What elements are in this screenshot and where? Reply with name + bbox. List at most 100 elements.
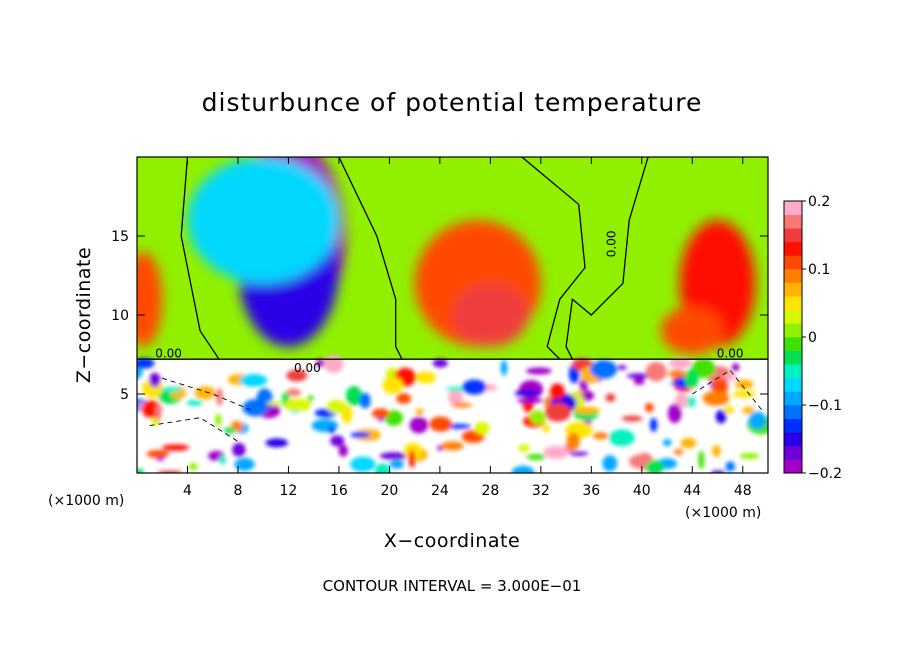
- colorbar-swatch: [784, 459, 802, 474]
- contour-lines: [137, 157, 768, 360]
- x-tick-label: 12: [280, 483, 298, 499]
- lower-layer-patch: [265, 438, 289, 448]
- lower-layer-patch: [675, 392, 688, 409]
- lower-layer-patch: [415, 408, 424, 416]
- lower-layer-patch: [161, 444, 190, 451]
- y-tick-label: 15: [111, 229, 129, 245]
- lower-layer-patch: [375, 463, 391, 473]
- lower-layer-patch: [440, 441, 464, 451]
- lower-layer-patch: [223, 427, 237, 434]
- x-tick-label: 8: [233, 483, 242, 499]
- lower-layer-patch: [155, 402, 162, 422]
- lower-layer-patch: [451, 402, 473, 408]
- x-tick-label: 40: [633, 483, 651, 499]
- lower-layer-patch: [307, 395, 314, 402]
- lower-layer-patch: [326, 400, 347, 414]
- contour-label: 0.00: [155, 347, 182, 361]
- y-axis-ticks: 5 10 15: [111, 229, 768, 403]
- lower-layer-patch: [157, 470, 183, 473]
- lower-layer-patch: [616, 365, 627, 370]
- x-tick-label: 24: [431, 483, 449, 499]
- lower-layer-patch: [518, 444, 530, 452]
- colorbar-swatch: [784, 309, 802, 324]
- lower-layer-patch: [748, 411, 767, 429]
- lower-layer-patch: [328, 426, 335, 434]
- lower-layer-patch: [715, 409, 727, 424]
- lower-layer-patch: [732, 390, 756, 398]
- lower-layer-patch: [530, 410, 546, 425]
- contour-line: [521, 157, 586, 360]
- lower-layer-patch: [735, 379, 754, 390]
- lower-layer-patch: [409, 416, 429, 434]
- colorbar-swatch: [784, 214, 802, 229]
- lower-layer-patch: [188, 462, 198, 471]
- lower-layer-patch: [242, 399, 269, 417]
- lower-layer-patch: [445, 387, 469, 392]
- lower-layer-patch: [284, 398, 311, 412]
- colorbar-swatch: [784, 391, 802, 406]
- lower-layer-patch: [711, 444, 721, 457]
- lower-layer-patch: [161, 386, 183, 393]
- colorbar-swatch: [784, 364, 802, 379]
- field-region: [187, 157, 339, 284]
- lower-layer-patch: [330, 435, 345, 447]
- lower-layer-patch: [739, 453, 760, 460]
- colorbar-tick-label: −0.2: [808, 466, 842, 482]
- x-tick-label: 16: [330, 483, 348, 499]
- lower-layer-patch: [742, 406, 755, 415]
- x-axis-unit-right: (×1000 m): [685, 505, 761, 521]
- y-tick-label: 10: [111, 308, 129, 324]
- lower-layer-patch: [514, 389, 540, 397]
- x-tick-label: 32: [532, 483, 550, 499]
- temperature-field: 0.00 0.00 0.00 0.00: [137, 157, 768, 473]
- colorbar-swatch: [784, 432, 802, 447]
- field-regions: [137, 157, 756, 355]
- lower-layer-patch: [568, 451, 589, 456]
- lower-layer-patch: [645, 362, 667, 382]
- lower-layer: [137, 355, 768, 473]
- lower-layer-patch: [698, 450, 705, 470]
- lower-layer-patch: [316, 358, 325, 368]
- lower-layer-patch: [232, 442, 246, 457]
- lower-layer-patch: [286, 369, 308, 382]
- lower-layer-patch: [350, 431, 371, 438]
- colorbar-swatch: [784, 418, 802, 433]
- contour-label: 0.00: [717, 347, 744, 361]
- lower-layer-patch: [359, 392, 371, 409]
- colorbar-tick-label: 0.2: [808, 194, 830, 210]
- colorbar-swatch: [784, 337, 802, 351]
- colorbar-tick-label: −0.1: [808, 398, 842, 414]
- lower-layer-patch: [608, 429, 635, 447]
- lower-layer-patch: [371, 408, 390, 419]
- lower-layer-patch: [186, 400, 203, 406]
- lower-layer-patch: [566, 432, 580, 451]
- lower-layer-patch: [239, 373, 268, 387]
- colorbar-swatch: [784, 405, 802, 419]
- lower-layer-patch: [633, 377, 645, 385]
- lower-layer-patch: [511, 465, 535, 473]
- lower-layer-patch: [574, 406, 601, 414]
- lower-layer-patch: [526, 367, 552, 375]
- x-tick-label: 48: [734, 483, 752, 499]
- colorbar-swatch: [784, 228, 802, 243]
- x-axis-unit-left: (×1000 m): [48, 493, 124, 509]
- lower-layer-patch: [649, 417, 658, 433]
- lower-layer-patch: [146, 449, 170, 458]
- lower-layer-noise: [137, 355, 768, 473]
- lower-layer-patch: [662, 439, 672, 447]
- lower-layer-patch: [602, 455, 618, 472]
- lower-layer-patch: [382, 376, 404, 394]
- colorbar-swatch: [784, 201, 802, 215]
- lower-layer-patch: [415, 371, 436, 384]
- field-region: [452, 283, 529, 347]
- lower-layer-patch: [474, 421, 490, 435]
- lower-layer-patch: [526, 453, 546, 461]
- lower-layer-patch: [345, 386, 363, 406]
- y-tick-label: 5: [120, 387, 129, 403]
- x-axis-ticks: 4 8 12 16 20 24 28 32 36 40 44 48: [183, 157, 752, 499]
- x-tick-label: 28: [481, 483, 499, 499]
- lower-layer-patch: [149, 372, 161, 388]
- lower-layer-patch: [396, 393, 412, 404]
- lower-layer-patch: [408, 449, 416, 468]
